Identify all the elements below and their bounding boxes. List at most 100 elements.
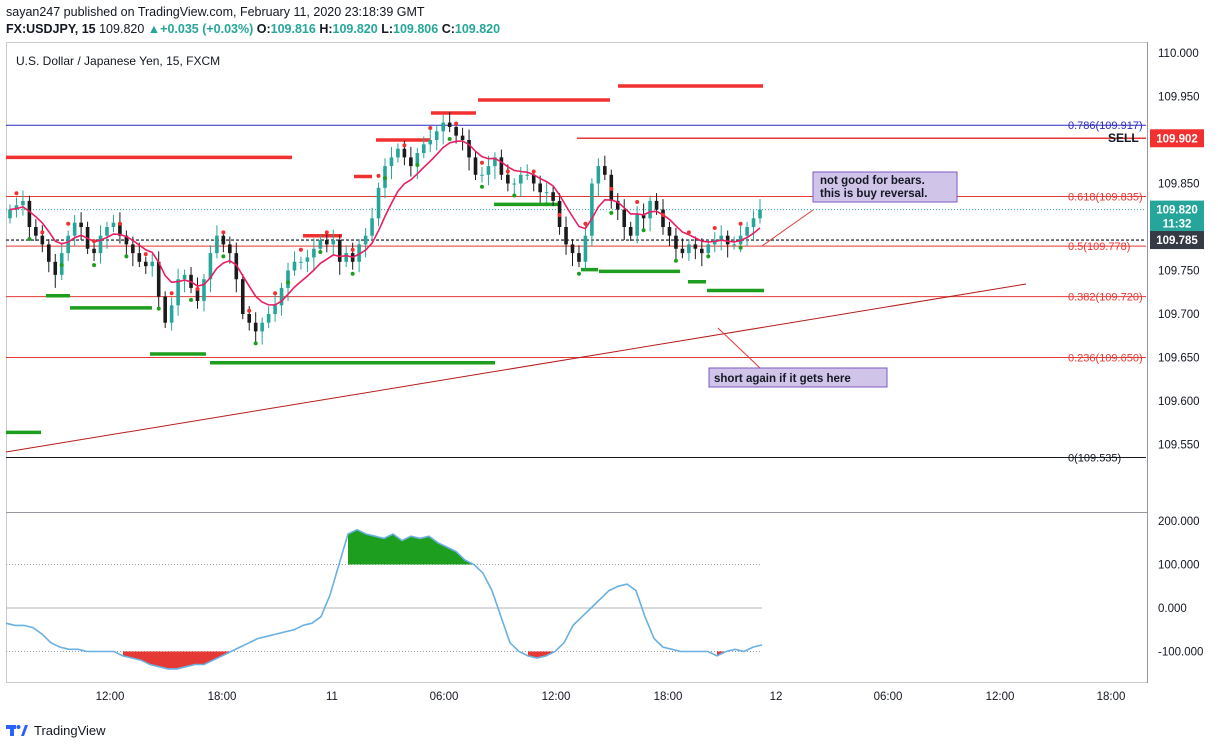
candle-body (182, 274, 187, 280)
annotation-text-short-again: short again if it gets here (714, 373, 851, 385)
candle-body (473, 157, 478, 175)
fib-retracement[interactable]: 0.786(109.917) 0.618(109.835) 0.5(109.778)… (6, 120, 1146, 465)
published-line: sayan247 published on TradingView.com, F… (6, 5, 425, 19)
support-resistance-levels[interactable] (6, 84, 764, 435)
candle-body (163, 296, 167, 323)
candle-body (434, 131, 439, 140)
candle-body (286, 270, 290, 288)
price-tick-label: 109.750 (1158, 266, 1200, 278)
candle-body (40, 235, 45, 245)
candle-body (622, 209, 627, 227)
candle-body (512, 183, 517, 185)
pivot-high-dot (169, 291, 174, 296)
candle-body (402, 148, 407, 158)
price-tick-label: 109.550 (1158, 440, 1200, 452)
candle-body (603, 166, 607, 175)
time-axis[interactable]: 12:00 18:00 11 06:00 12:00 18:00 12 06:00 12:00 1… (96, 691, 1126, 703)
price-badge (1150, 200, 1204, 219)
oscillator-tick-label: 0.000 (1158, 603, 1187, 615)
candle-body (525, 174, 530, 176)
tradingview-logo-icon (6, 725, 28, 736)
candle-body (376, 187, 381, 219)
rising-trendline (5, 283, 1027, 453)
time-tick-label: 18:00 (208, 691, 237, 703)
pivot-high-dot (195, 286, 200, 291)
candle-body (751, 218, 756, 227)
close-label: C: (441, 22, 455, 36)
candle-body (674, 235, 678, 249)
candle-body (725, 235, 730, 245)
close-value: 109.820 (454, 22, 501, 36)
pivot-low-dot (673, 258, 678, 263)
fib-level-label: 0(109.535) (1068, 453, 1121, 465)
annotations[interactable]: not good for bears.this is buy reversal.… (708, 131, 1139, 388)
trend-line[interactable] (5, 283, 1027, 453)
fib-level-label: 0.236(109.650) (1068, 353, 1143, 365)
candle-body (732, 244, 736, 246)
candle-body (454, 126, 458, 136)
time-tick-label: 06:00 (874, 691, 903, 703)
candle-body (389, 157, 394, 167)
pivot-high-dot (428, 126, 433, 130)
pivot-low-dot (124, 254, 129, 259)
price-tick-label: 110.000 (1158, 48, 1199, 60)
candle-body (693, 244, 698, 249)
candle-body (544, 192, 549, 194)
chart-title: U.S. Dollar / Japanese Yen, 15, FXCM (16, 54, 220, 68)
price-tick-label: 109.700 (1158, 309, 1200, 321)
price-badge (1150, 231, 1204, 250)
candle-body (467, 140, 471, 158)
candle-body (66, 235, 70, 254)
candle-body (240, 279, 245, 314)
candle-body (680, 248, 685, 254)
chart-canvas[interactable]: U.S. Dollar / Japanese Yen, 15, FXCM 0.7… (0, 0, 1218, 720)
price-tick-label: 109.650 (1158, 353, 1200, 365)
candle-body (551, 192, 555, 201)
pivot-low-dot (221, 254, 226, 259)
price-tick-label: 109.600 (1158, 396, 1200, 408)
candle-body (706, 244, 711, 254)
high-label: H: (319, 22, 333, 36)
candle-body (27, 200, 32, 227)
candle-body (363, 235, 368, 245)
candle-body (745, 227, 749, 236)
candle-body (758, 209, 762, 219)
candle-body (124, 235, 129, 245)
chart-header: sayan247 published on TradingView.com, F… (6, 4, 500, 38)
oscillator-pane (5, 528, 763, 670)
pivot-low-dot (286, 280, 291, 285)
pivot-low-dot (512, 193, 517, 198)
time-tick-label: 12:00 (96, 691, 125, 703)
candle-body (305, 257, 310, 262)
annotation-arrow (761, 209, 814, 247)
candle-body (79, 222, 83, 227)
pivot-low-dot (156, 306, 161, 311)
pivot-low-dot (415, 163, 420, 168)
candle-body (266, 314, 271, 323)
time-tick-label: 12 (770, 691, 783, 703)
candle-body (635, 213, 639, 236)
candle-body (344, 253, 349, 262)
annotation-text-buy-reversal: this is buy reversal. (820, 188, 927, 200)
candle-body (409, 157, 413, 167)
candle-body (292, 261, 297, 271)
time-tick-label: 11 (326, 691, 338, 703)
price-axis[interactable]: 110.000109.950109.900109.850109.800109.7… (1150, 48, 1204, 659)
candle-body (486, 166, 491, 175)
price-badge-label: 109.902 (1156, 133, 1198, 145)
high-value: 109.820 (332, 22, 378, 36)
candle-body (92, 248, 96, 254)
price-change: +0.035 (+0.03%) (160, 22, 254, 36)
candle-body (700, 248, 704, 254)
pivot-low-dot (738, 245, 743, 250)
candle-body (118, 222, 122, 236)
low-value: 109.806 (393, 22, 439, 36)
candle-body (169, 305, 174, 323)
price-tick-label: 109.950 (1158, 92, 1200, 104)
pivot-high-dot (350, 247, 355, 252)
candle-body (564, 227, 568, 245)
candle-body (596, 166, 601, 184)
candle-body (518, 174, 523, 184)
candle-body (14, 205, 19, 210)
oscillator-tick-label: 200.000 (1158, 516, 1200, 528)
